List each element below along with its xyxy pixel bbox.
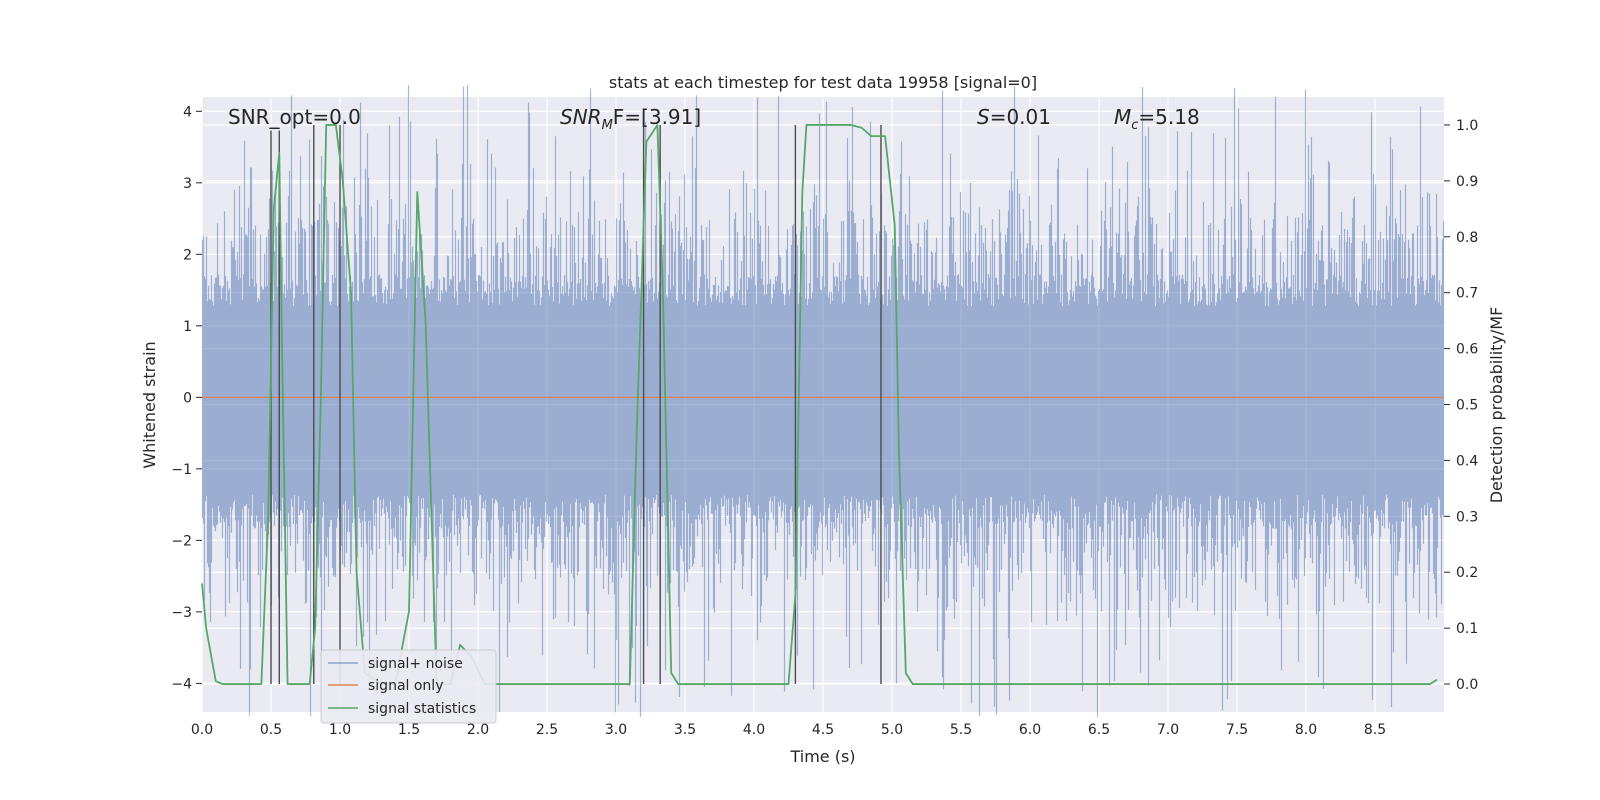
y-right-tick-label: 0.4 — [1456, 453, 1478, 469]
y-right-tick-label: 0.8 — [1456, 230, 1478, 246]
x-tick-label: 1.5 — [398, 722, 420, 738]
annotation-mc-symbol: M — [1114, 105, 1131, 129]
x-tick-label: 4.5 — [812, 722, 834, 738]
y-tick-label: 4 — [183, 104, 192, 120]
x-tick-label: 2.5 — [536, 722, 558, 738]
y-tick-label: 2 — [183, 247, 192, 263]
y-tick-label: −3 — [171, 605, 192, 621]
y-right-tick-label: 0.3 — [1456, 509, 1478, 525]
legend: signal+ noise signal only signal statist… — [320, 649, 497, 724]
y-tick-label: 1 — [183, 319, 192, 335]
annotation-mc-value: =5.18 — [1138, 105, 1199, 129]
annotation-snr-opt: SNR_opt=0.0 — [228, 105, 361, 129]
y-right-tick-label: 0.2 — [1456, 565, 1478, 581]
annotation-snr-mf-subscript: M — [602, 118, 613, 133]
y-tick-label: 0 — [183, 390, 192, 406]
annotation-snr-mf-symbol: SNR — [560, 105, 602, 129]
x-tick-label: 8.5 — [1364, 722, 1386, 738]
y-right-tick-label: 0.1 — [1456, 621, 1478, 637]
x-tick-label: 2.0 — [467, 722, 489, 738]
y-tick-label: −1 — [171, 462, 192, 478]
y-right-tick-label: 0.6 — [1456, 342, 1478, 358]
x-axis-label: Time (s) — [789, 747, 855, 766]
x-tick-label: 4.0 — [743, 722, 765, 738]
annotation-mc: Mc=5.18 — [1114, 105, 1200, 133]
y-tick-label: −2 — [171, 533, 192, 549]
x-tick-label: 0.5 — [260, 722, 282, 738]
x-tick-label: 7.5 — [1226, 722, 1248, 738]
tick-labels: 0.0 0.5 1.0 1.5 2.0 2.5 3.0 3.5 4.0 4.5 5.0 5.5 6.0 6… — [171, 104, 1478, 738]
x-tick-label: 3.5 — [674, 722, 696, 738]
y-right-tick-label: 1.0 — [1456, 118, 1478, 134]
x-tick-label: 5.5 — [950, 722, 972, 738]
x-tick-label: 6.5 — [1088, 722, 1110, 738]
legend-label-signal-noise: signal+ noise — [368, 656, 463, 672]
x-tick-label: 1.0 — [329, 722, 351, 738]
detection-markers — [270, 124, 882, 685]
y-tick-label: 3 — [183, 176, 192, 192]
y-right-tick-label: 0.5 — [1456, 398, 1478, 414]
x-tick-label: 0.0 — [191, 722, 213, 738]
x-tick-label: 6.0 — [1019, 722, 1041, 738]
y-right-tick-label: 0.7 — [1456, 286, 1478, 302]
annotation-s-value: =0.01 — [990, 105, 1051, 129]
y-axis-label: Whitened strain — [140, 341, 159, 468]
annotation-mc-subscript: c — [1131, 118, 1138, 133]
x-tick-label: 8.0 — [1295, 722, 1317, 738]
annotation-snr-mf: SNRMF=[3.91] — [560, 105, 701, 133]
legend-label-signal-statistics: signal statistics — [368, 701, 476, 717]
annotation-s-symbol: S — [977, 105, 990, 129]
y-right-tick-label: 0.0 — [1456, 677, 1478, 693]
chart-title: stats at each timestep for test data 199… — [609, 73, 1037, 92]
y-right-tick-label: 0.9 — [1456, 174, 1478, 190]
x-tick-label: 7.0 — [1157, 722, 1179, 738]
legend-box — [320, 649, 497, 724]
annotation-snr-mf-value: F=[3.91] — [613, 105, 701, 129]
x-tick-label: 3.0 — [605, 722, 627, 738]
y-axis-label-right: Detection probability/MF — [1487, 307, 1506, 504]
y-tick-label: −4 — [171, 676, 192, 692]
legend-label-signal-only: signal only — [368, 678, 443, 694]
annotation-s: S=0.01 — [977, 105, 1051, 129]
x-tick-label: 5.0 — [881, 722, 903, 738]
